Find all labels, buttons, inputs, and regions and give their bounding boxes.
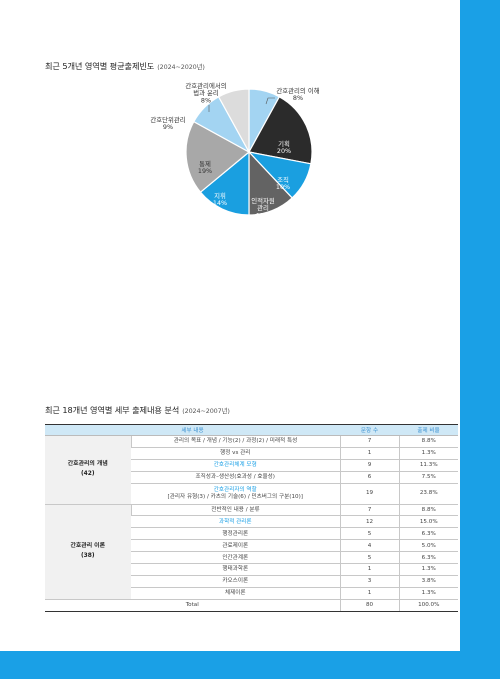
row-count: 19 — [339, 483, 399, 505]
row-content-line2: [관리자 유형(3) / 카츠의 기술(6) / 민츠버그의 구분(10)] — [167, 493, 303, 500]
row-content: 카오스이론 — [131, 575, 340, 588]
category-count: (38) — [80, 552, 95, 559]
total-count: 80 — [339, 599, 399, 612]
row-count: 1 — [339, 563, 399, 576]
table-row: 카오스이론 3 3.8% — [45, 575, 458, 588]
pie-slice-통제 — [185, 120, 251, 194]
table-row: 간호관리자의 역할 [관리자 유형(3) / 카츠의 기술(6) / 민츠버그의… — [45, 483, 458, 505]
pie-label-지휘: 지휘 14% — [213, 191, 227, 207]
row-ratio: 8.8% — [398, 435, 458, 448]
row-count: 1 — [339, 447, 399, 460]
row-ratio: 1.3% — [398, 587, 458, 600]
row-count: 3 — [339, 575, 399, 588]
table-row: 간호관리 이론 (38) 전반적인 내용 / 분류 7 8.8% — [45, 504, 458, 600]
category-name: 간호관리의 개념 — [67, 461, 108, 468]
row-ratio: 6.3% — [398, 527, 458, 541]
row-content: 간호관리체계 모형 — [131, 459, 340, 472]
table-row: 간호관리의 개념 (42) 관리의 목표 / 개념 / 기능(2) / 과정(2… — [45, 435, 458, 505]
row-content: 관료제이론 — [131, 539, 340, 553]
pie-leader-lines — [208, 97, 275, 112]
table-row: 관료제이론 4 5.0% — [45, 539, 458, 553]
row-ratio: 3.8% — [398, 575, 458, 588]
pie-label-간호단위관리: 간호단위관리 9% — [150, 115, 185, 131]
header-ratio: 출제 비율 — [399, 424, 458, 436]
header-content: 세부 내용 — [45, 424, 340, 436]
category-count: (42) — [80, 470, 95, 477]
row-content: 체제이론 — [131, 587, 340, 600]
row-count: 1 — [339, 587, 399, 600]
table-row: 행정 vs 관리 1 1.3% — [45, 447, 458, 460]
table-row: 행태과학론 1 1.3% — [45, 563, 458, 576]
row-content-line1: 간호관리자의 역할 — [213, 487, 257, 494]
row-ratio: 7.5% — [398, 471, 458, 484]
row-content: 과학적 관리론 — [131, 515, 340, 529]
pie-label-간호관리에서의-법과-윤리: 간호관리에서의 법과 윤리 8% — [185, 81, 226, 104]
row-count: 12 — [339, 515, 399, 529]
row-count: 5 — [339, 527, 399, 541]
row-count: 7 — [339, 504, 399, 517]
table-row: 조직성과–생산성(효과성 / 효율성) 6 7.5% — [45, 471, 458, 484]
category-cell: 간호관리의 개념 (42) — [45, 435, 131, 505]
row-count: 9 — [339, 459, 399, 472]
pie-slice-기획 — [248, 95, 313, 165]
category-cell: 간호관리 이론 (38) — [45, 504, 131, 600]
row-ratio: 1.3% — [398, 447, 458, 460]
row-content: 행정 vs 관리 — [131, 447, 340, 460]
row-count: 4 — [339, 539, 399, 553]
row-content: 관리의 목표 / 개념 / 기능(2) / 과정(2) / 미래적 특성 — [130, 435, 340, 448]
header-count: 문항 수 — [340, 424, 399, 436]
pie-label-통제: 통제 19% — [198, 160, 212, 175]
row-ratio: 8.8% — [398, 504, 458, 517]
pie-label-인적자원-관리: 인적자원 관리 12% — [251, 196, 275, 219]
pie-label-조직: 조직 10% — [276, 176, 290, 191]
row-content: 전반적인 내용 / 분류 — [130, 504, 340, 517]
row-ratio: 15.0% — [398, 515, 458, 529]
row-content: 인간관계론 — [131, 551, 340, 565]
table-total-row: Total 80 100.0% — [45, 599, 458, 612]
table-row: 체제이론 1 1.3% — [45, 587, 458, 600]
row-count: 5 — [339, 551, 399, 565]
pie-chart: 간호관리의 이해 8% 기획 20% 조직 10%인적자원 관리 12% 지휘 14% 통제 19% 간… — [150, 81, 319, 219]
analysis-table: 세부 내용 문항 수 출제 비율 간호관리의 개념 (42) 관리의 목표 / … — [45, 424, 458, 612]
table-row: 과학적 관리론 12 15.0% — [45, 515, 458, 529]
row-ratio: 5.0% — [398, 539, 458, 553]
leader-line-간호관리의-이해 — [265, 97, 275, 105]
row-content: 조직성과–생산성(효과성 / 효율성) — [131, 471, 340, 484]
table-row: 인간관계론 5 6.3% — [45, 551, 458, 565]
page-accent-stripe-bottom — [0, 651, 500, 679]
row-ratio: 23.8% — [398, 483, 458, 505]
row-content: 간호관리자의 역할 [관리자 유형(3) / 카츠의 기술(6) / 민츠버그의… — [131, 483, 340, 505]
pie-subtitle: (2024~2020년) — [157, 63, 205, 71]
pie-title: 최근 5개년 영역별 평균출제빈도 — [45, 61, 155, 71]
pie-slice-간호관리에서의-법과-윤리 — [217, 88, 250, 153]
row-ratio: 11.3% — [398, 459, 458, 472]
pie-labels: 간호관리의 이해 8% 기획 20% 조직 10%인적자원 관리 12% 지휘 14% 통제 19% 간… — [150, 81, 319, 219]
row-count: 6 — [339, 471, 399, 484]
page-accent-stripe-right — [460, 0, 500, 679]
total-ratio: 100.0% — [398, 599, 458, 612]
pie-slice-지휘 — [199, 150, 250, 216]
table-row: 간호관리체계 모형 9 11.3% — [45, 459, 458, 472]
row-ratio: 6.3% — [398, 551, 458, 565]
category-name: 간호관리 이론 — [70, 543, 106, 550]
row-content: 행정관리론 — [131, 527, 340, 541]
row-content: 행태과학론 — [131, 563, 340, 576]
pie-slices — [185, 88, 313, 216]
table-subtitle: (2024~2007년) — [182, 407, 230, 415]
table-header-row: 세부 내용 문항 수 출제 비율 — [45, 424, 458, 436]
pie-label-간호관리의-이해: 간호관리의 이해 8% — [276, 86, 319, 102]
total-label: Total — [45, 599, 340, 612]
table-section-title: 최근 18개년 영역별 세부 출제내용 분석 (2024~2007년) — [45, 404, 230, 416]
pie-section-title: 최근 5개년 영역별 평균출제빈도 (2024~2020년) — [45, 60, 205, 72]
row-ratio: 1.3% — [398, 563, 458, 576]
table-row: 행정관리론 5 6.3% — [45, 527, 458, 541]
table-title: 최근 18개년 영역별 세부 출제내용 분석 — [45, 405, 180, 415]
row-count: 7 — [339, 435, 399, 448]
pie-label-기획: 기획 20% — [277, 139, 291, 155]
